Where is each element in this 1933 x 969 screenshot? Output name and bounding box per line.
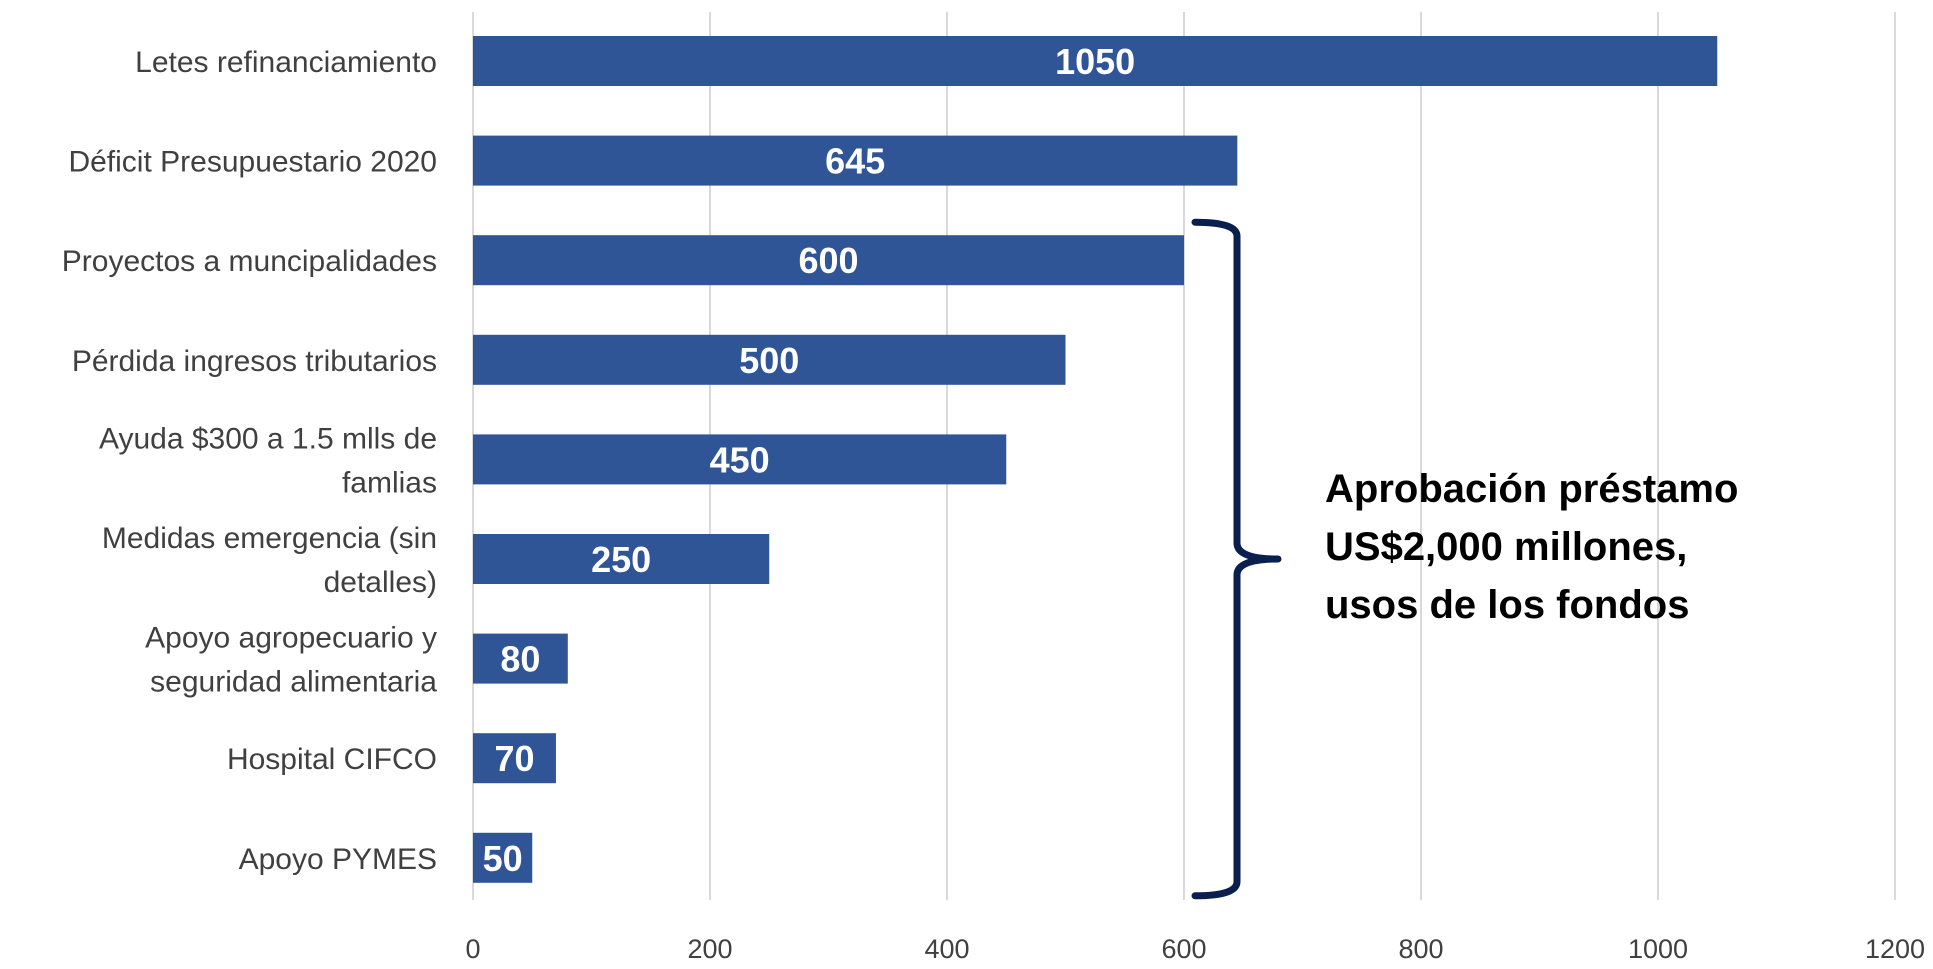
category-label: Apoyo PYMES	[239, 843, 437, 876]
bar-data-label: 250	[591, 539, 651, 580]
category-label-line: seguridad alimentaria	[150, 666, 437, 699]
category-label: Proyectos a muncipalidades	[62, 245, 437, 278]
x-tick-label: 600	[1161, 934, 1206, 964]
x-tick-label: 1000	[1628, 934, 1688, 964]
bar-data-label: 500	[739, 340, 799, 381]
annotation-line: Aprobación préstamo	[1325, 467, 1738, 511]
bar	[473, 633, 568, 684]
bar	[473, 832, 533, 883]
bar	[473, 534, 770, 584]
category-labels: Letes refinanciamiento Déficit Presupuest…	[62, 46, 438, 876]
category-label-line: Ayuda $300 a 1.5 mlls de	[99, 422, 437, 455]
category-label-line: Hospital CIFCO	[227, 743, 437, 776]
annotation-line: usos de los fondos	[1325, 583, 1689, 627]
annotation-text: Aprobación préstamo US$2,000 millones, uso…	[1325, 467, 1738, 627]
bar	[473, 733, 556, 784]
bar	[473, 434, 1007, 485]
annotation-line: US$2,000 millones,	[1325, 525, 1687, 569]
bar-data-label: 80	[500, 639, 540, 680]
category-label: Letes refinanciamiento	[135, 46, 437, 79]
bar-data-label: 450	[710, 439, 770, 480]
category-label-line: Apoyo PYMES	[239, 843, 437, 876]
bar-data-label: 600	[798, 240, 858, 281]
category-label-line: Déficit Presupuestario 2020	[68, 146, 437, 179]
x-tick-label: 200	[687, 934, 732, 964]
bar-data-label: 70	[494, 738, 534, 779]
category-label-line: Medidas emergencia (sin	[102, 522, 437, 555]
category-label-line: Proyectos a muncipalidades	[62, 245, 437, 278]
bar	[473, 135, 1238, 186]
bar-data-label: 1050	[1055, 41, 1135, 82]
bar	[473, 334, 1066, 385]
bars: 1050 645 600 500 450 250 80 70 50	[473, 36, 1718, 883]
x-tick-label: 800	[1398, 934, 1443, 964]
category-label-line: Pérdida ingresos tributarios	[72, 345, 437, 378]
category-label: Ayuda $300 a 1.5 mlls de famlias	[99, 422, 437, 499]
x-tick-label: 0	[465, 934, 480, 964]
annotation-group: Aprobación préstamo US$2,000 millones, uso…	[1191, 218, 1738, 900]
x-axis-tick-labels: 0 200 400 600 800 1000 1200	[465, 934, 1925, 964]
x-tick-label: 400	[924, 934, 969, 964]
x-tick-label: 1200	[1865, 934, 1925, 964]
curly-brace-bracket	[1191, 218, 1282, 900]
category-label: Pérdida ingresos tributarios	[72, 345, 437, 378]
category-label: Déficit Presupuestario 2020	[68, 146, 437, 179]
bar	[473, 235, 1184, 286]
bar-data-label: 645	[825, 141, 885, 182]
category-label: Hospital CIFCO	[227, 743, 437, 776]
category-label: Medidas emergencia (sin detalles)	[102, 522, 437, 599]
bar	[473, 36, 1718, 86]
category-label-line: detalles)	[324, 566, 437, 599]
category-label-line: Apoyo agropecuario y	[145, 622, 437, 655]
category-label-line: famlias	[342, 466, 437, 499]
bar-data-label: 50	[483, 838, 523, 879]
category-label-line: Letes refinanciamiento	[135, 46, 437, 79]
category-label: Apoyo agropecuario y seguridad alimentari…	[145, 622, 437, 699]
